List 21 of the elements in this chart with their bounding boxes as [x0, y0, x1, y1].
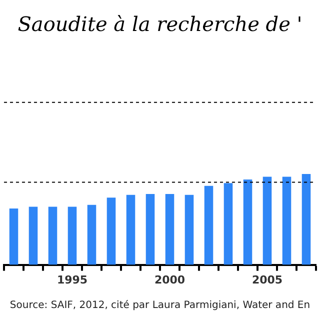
x-tick-label: 1995 [56, 273, 88, 286]
bar [282, 176, 292, 265]
bar [48, 206, 58, 265]
chart-title: Saoudite à la recherche de ' [18, 12, 302, 36]
bar [106, 198, 116, 265]
bar [262, 176, 272, 265]
x-tick-label: 2005 [252, 273, 283, 286]
bar [184, 194, 194, 265]
bar [243, 180, 252, 265]
x-tick-label: 2000 [154, 273, 186, 286]
bar [224, 183, 233, 265]
bar [28, 206, 38, 265]
source-note: Source: SAIF, 2012, cité par Laura Parmigiani, Water and En [10, 300, 310, 311]
bar [126, 194, 136, 265]
bar [9, 208, 18, 265]
bar [165, 194, 174, 265]
bar [87, 204, 96, 265]
bar [68, 206, 77, 265]
bar [204, 186, 214, 265]
bar [302, 174, 311, 265]
bar [146, 194, 155, 265]
